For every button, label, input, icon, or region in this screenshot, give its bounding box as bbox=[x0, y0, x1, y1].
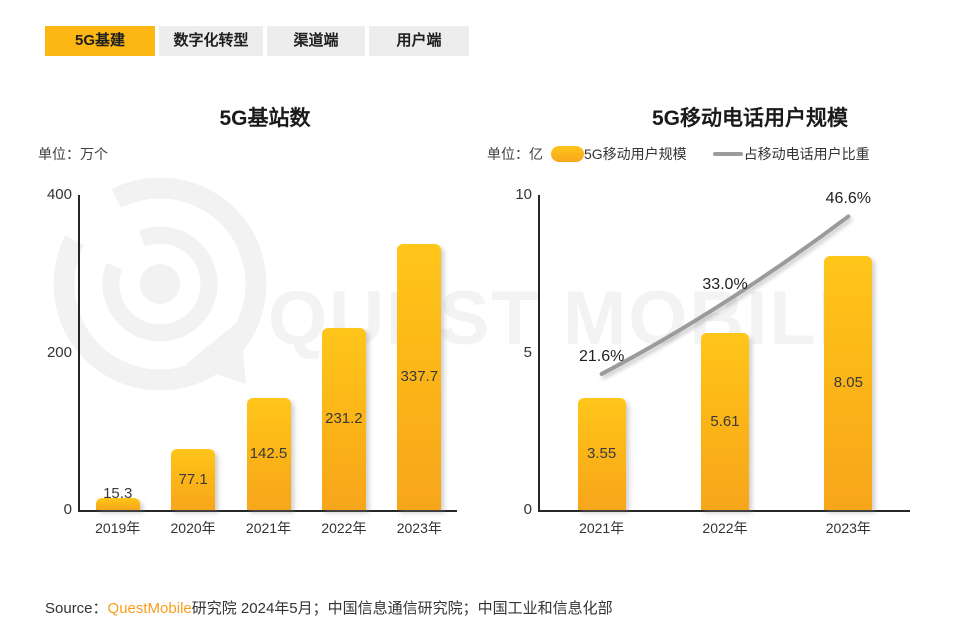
source-suffix: 研究院 2024年5月；中国信息通信研究院；中国工业和信息化部 bbox=[191, 600, 613, 617]
line-value-label: 33.0% bbox=[702, 276, 748, 294]
legend-line-swatch bbox=[712, 152, 743, 156]
right-chart-plot: 0 5 10 3.55 2021年 5.61 2022年 8.05 2023年 21.6% 33.0… bbox=[515, 186, 910, 536]
x-axis-label: 2023年 bbox=[396, 520, 442, 536]
bar-2021年 bbox=[246, 397, 291, 510]
source-prefix: Source： bbox=[45, 600, 108, 617]
bar-2022年 bbox=[701, 333, 749, 510]
ratio-line bbox=[599, 214, 851, 376]
bar-value-label: 5.61 bbox=[710, 412, 740, 430]
legend-line-label: 占移动电话用户比重 bbox=[743, 146, 870, 162]
bar-2023年 bbox=[397, 244, 442, 510]
bar-value-label: 142.5 bbox=[249, 444, 288, 462]
bar-value-label: 3.55 bbox=[587, 445, 617, 463]
x-axis-label: 2022年 bbox=[321, 520, 367, 536]
bar-value-label: 337.7 bbox=[400, 368, 439, 386]
x-axis-label: 2022年 bbox=[702, 520, 748, 536]
right-chart-legend: 单位：亿 5G移动用户规模 占移动电话用户比重 bbox=[487, 144, 870, 164]
x-axis-label: 2021年 bbox=[579, 520, 625, 536]
tab-bar: 5G基建 数字化转型 渠道端 用户端 bbox=[45, 26, 473, 56]
y-axis-tick: 0 bbox=[523, 501, 532, 518]
right-chart-unit-label: 单位：亿 bbox=[487, 146, 543, 162]
bar-2019年 bbox=[95, 497, 140, 510]
tab-1[interactable]: 5G基建 bbox=[45, 26, 155, 56]
line-value-label: 21.6% bbox=[578, 347, 625, 365]
legend-bar-label: 5G移动用户规模 bbox=[584, 146, 687, 162]
left-chart-unit-label: 单位：万个 bbox=[38, 146, 108, 162]
y-axis-tick: 5 bbox=[523, 343, 532, 361]
x-axis-label: 2020年 bbox=[170, 520, 216, 536]
bar-value-label: 15.3 bbox=[103, 484, 133, 502]
source-line: Source：QuestMobile研究院 2024年5月；中国信息通信研究院；… bbox=[45, 597, 613, 618]
left-chart-title: 5G基站数 bbox=[219, 107, 311, 130]
bar-2022年 bbox=[321, 327, 366, 510]
left-chart-plot: 0 200 400 15.3 2019年 77.1 2020年 142.5 2021年 231.2… bbox=[47, 186, 457, 536]
x-axis-label: 2019年 bbox=[95, 520, 141, 536]
source-brand: QuestMobile bbox=[107, 600, 192, 617]
y-axis-tick: 400 bbox=[46, 186, 72, 203]
bar-value-label: 77.1 bbox=[178, 470, 208, 488]
y-axis-tick: 10 bbox=[515, 186, 532, 203]
bar-2020年 bbox=[171, 449, 216, 510]
bar-value-label: 231.2 bbox=[325, 409, 363, 427]
tab-3[interactable]: 渠道端 bbox=[267, 26, 365, 56]
tab-2[interactable]: 数字化转型 bbox=[159, 26, 263, 56]
y-axis-tick: 0 bbox=[63, 501, 72, 518]
tab-4[interactable]: 用户端 bbox=[369, 26, 469, 56]
bar-2021年 bbox=[577, 398, 626, 510]
x-axis-label: 2023年 bbox=[825, 520, 871, 536]
bar-2023年 bbox=[824, 256, 873, 510]
line-value-label: 46.6% bbox=[825, 190, 872, 208]
x-axis-label: 2021年 bbox=[245, 520, 292, 536]
bar-value-label: 8.05 bbox=[833, 374, 863, 392]
y-axis-tick: 200 bbox=[46, 343, 72, 361]
right-chart-title: 5G移动电话用户规模 bbox=[651, 107, 848, 130]
legend-bar-swatch bbox=[551, 146, 584, 162]
